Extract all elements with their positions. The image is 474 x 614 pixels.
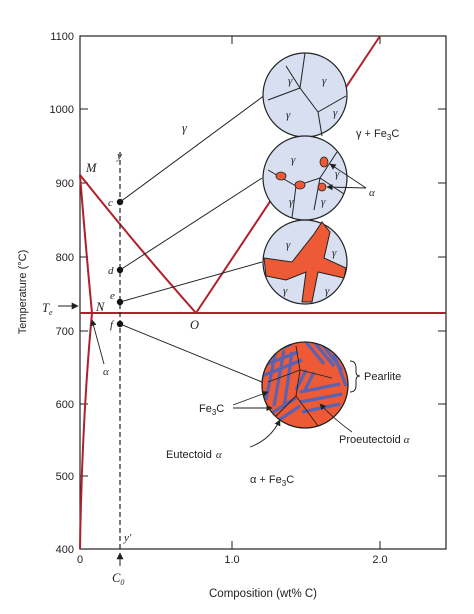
label-e: e — [110, 290, 115, 302]
label-N: N — [95, 300, 105, 314]
x-tick-0: 0 — [77, 554, 83, 566]
microstructure-austenite-c: γ γ γ γ — [262, 52, 348, 138]
svg-text:γ: γ — [321, 196, 326, 208]
microstructure-proeutectoid-ferrite-e: γ γ γ γ — [262, 219, 348, 305]
svg-text:γ: γ — [283, 285, 288, 297]
svg-text:γ: γ — [291, 154, 296, 166]
label-c: c — [108, 197, 113, 209]
region-gamma-fe3c: γ + Fe3C — [356, 128, 399, 142]
x-tick-2: 2.0 — [372, 554, 387, 566]
svg-text:γ: γ — [333, 107, 338, 119]
te-label: Te — [42, 301, 53, 317]
label-d: d — [108, 265, 114, 277]
c0-label: C0 — [112, 571, 124, 587]
eutectoid-label: Eutectoid α — [166, 449, 222, 461]
y-tick-900: 900 — [56, 178, 74, 190]
y-tick-1000: 1000 — [50, 104, 74, 116]
y-tick-600: 600 — [56, 399, 74, 411]
svg-text:γ: γ — [322, 75, 327, 87]
microstructure-pearlite-f — [261, 341, 349, 429]
y-tick-500: 500 — [56, 471, 74, 483]
svg-text:γ: γ — [286, 239, 291, 251]
svg-text:α: α — [369, 187, 375, 199]
y-tick-1100: 1100 — [50, 31, 74, 43]
region-alpha: α — [103, 366, 109, 378]
svg-text:γ: γ — [289, 196, 294, 208]
svg-text:γ: γ — [325, 285, 330, 297]
y-tick-700: 700 — [56, 326, 74, 338]
phase-boundaries — [79, 35, 446, 550]
svg-text:γ: γ — [288, 75, 293, 87]
leader-lines — [119, 94, 266, 383]
pearlite-label: Pearlite — [364, 371, 401, 383]
label-M: M — [85, 161, 97, 175]
x-axis — [231, 36, 381, 549]
region-gamma: γ — [182, 121, 188, 135]
y-axis-title: Temperature (°C) — [17, 250, 29, 334]
proeutectoid-label: Proeutectoid α — [339, 434, 410, 446]
plot-frame — [79, 35, 447, 550]
pearlite-annotations: Pearlite Fe3C Proeutectoid α Eutectoid α — [166, 360, 410, 461]
y-tick-400: 400 — [56, 544, 74, 556]
svg-text:γ: γ — [286, 109, 291, 121]
microstructure-ferrite-nucleation-d: γ γ γ γ α — [262, 135, 375, 221]
alpha-arrow — [90, 319, 105, 365]
label-y-prime: y′ — [123, 532, 132, 544]
svg-text:γ: γ — [335, 168, 340, 180]
svg-text:γ: γ — [332, 247, 337, 259]
label-y: y — [116, 150, 122, 162]
x-tick-1: 1.0 — [224, 554, 239, 566]
x-axis-title: Composition (wt% C) — [209, 588, 317, 600]
y-tick-800: 800 — [56, 252, 74, 264]
fe3c-label: Fe3C — [199, 403, 224, 417]
label-O: O — [190, 318, 199, 332]
region-alpha-fe3c: α + Fe3C — [250, 474, 294, 488]
label-f: f — [110, 319, 115, 331]
